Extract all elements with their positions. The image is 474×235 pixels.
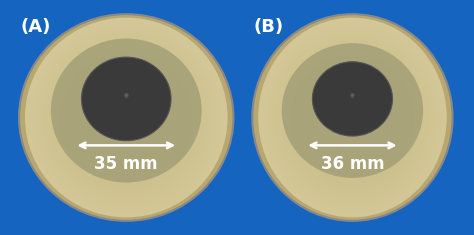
- Ellipse shape: [40, 35, 212, 205]
- Ellipse shape: [45, 40, 207, 200]
- Ellipse shape: [19, 14, 234, 221]
- Ellipse shape: [291, 55, 414, 185]
- Ellipse shape: [35, 30, 218, 210]
- Ellipse shape: [25, 18, 228, 217]
- Ellipse shape: [252, 14, 453, 221]
- Ellipse shape: [60, 55, 192, 185]
- Ellipse shape: [277, 40, 428, 200]
- Ellipse shape: [312, 62, 392, 136]
- Ellipse shape: [258, 18, 447, 217]
- Ellipse shape: [273, 35, 433, 205]
- Ellipse shape: [51, 39, 201, 183]
- Ellipse shape: [50, 45, 202, 195]
- Text: (B): (B): [254, 18, 283, 36]
- Ellipse shape: [55, 50, 197, 190]
- Ellipse shape: [268, 30, 438, 210]
- Text: 35 mm: 35 mm: [94, 155, 158, 173]
- Text: ◉: ◉: [124, 92, 128, 97]
- Ellipse shape: [282, 45, 423, 195]
- Ellipse shape: [263, 25, 442, 215]
- Text: (A): (A): [20, 18, 51, 36]
- Ellipse shape: [25, 20, 228, 220]
- Text: 36 mm: 36 mm: [320, 155, 384, 173]
- Ellipse shape: [82, 57, 171, 141]
- Text: ◉: ◉: [350, 92, 355, 97]
- Ellipse shape: [258, 20, 447, 220]
- Ellipse shape: [286, 50, 419, 190]
- Ellipse shape: [30, 25, 222, 215]
- Ellipse shape: [282, 43, 423, 178]
